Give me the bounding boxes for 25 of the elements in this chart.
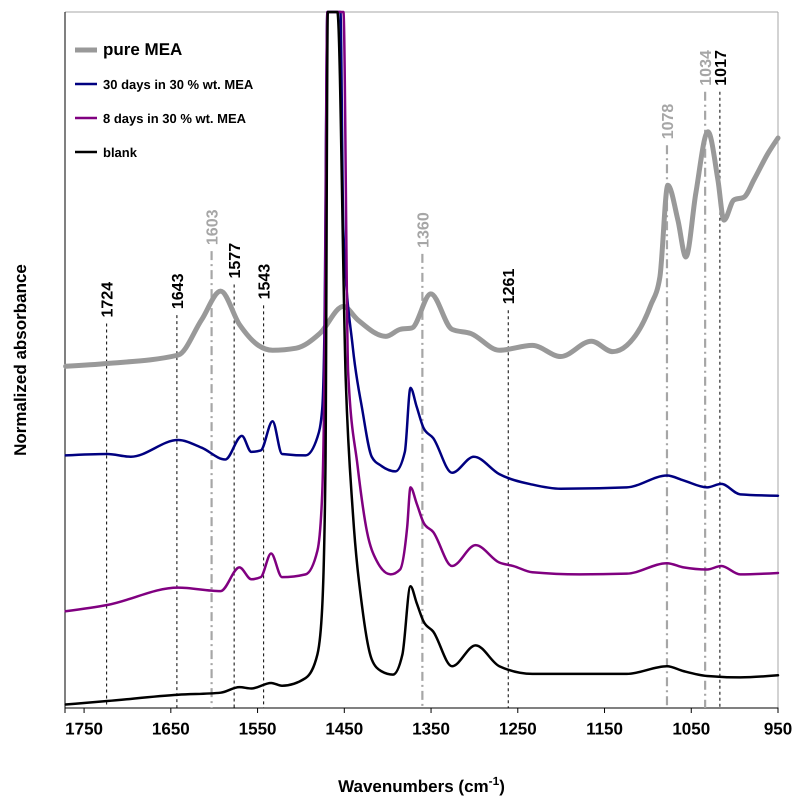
ref-line-label: 1261 [501,268,518,304]
x-tick-label: 1350 [412,720,450,739]
legend-label: pure MEA [103,40,182,59]
x-tick-label: 1650 [152,720,190,739]
y-axis-title: Normalized absorbance [11,264,30,456]
ref-line-label: 1577 [227,242,244,279]
x-tick-label: 1750 [65,720,103,739]
ref-line-label: 1078 [660,104,677,140]
ref-line-label: 1603 [204,209,222,246]
ref-line-label: 1017 [712,50,730,86]
x-tick-label: 950 [764,720,792,739]
ref-line-label: 1034 [698,50,716,86]
x-axis-title: Wavenumbers (cm$^{-1}$) [338,774,505,796]
x-tick-label: 1150 [586,720,623,739]
x-tick-label: 1450 [325,720,364,739]
ref-line-label: 1724 [100,282,117,318]
ref-line-label: 1643 [170,273,187,310]
legend-label: 8 days in 30 % wt. MEA [103,111,247,126]
ref-line-label: 1543 [256,264,274,300]
legend-label: blank [103,145,138,160]
x-tick-label: 1250 [498,720,537,739]
x-tick-label: 1050 [672,720,710,739]
x-tick-label: 1550 [238,720,276,739]
ref-line-label: 1360 [415,212,432,248]
legend-label: 30 days in 30 % wt. MEA [103,77,254,92]
